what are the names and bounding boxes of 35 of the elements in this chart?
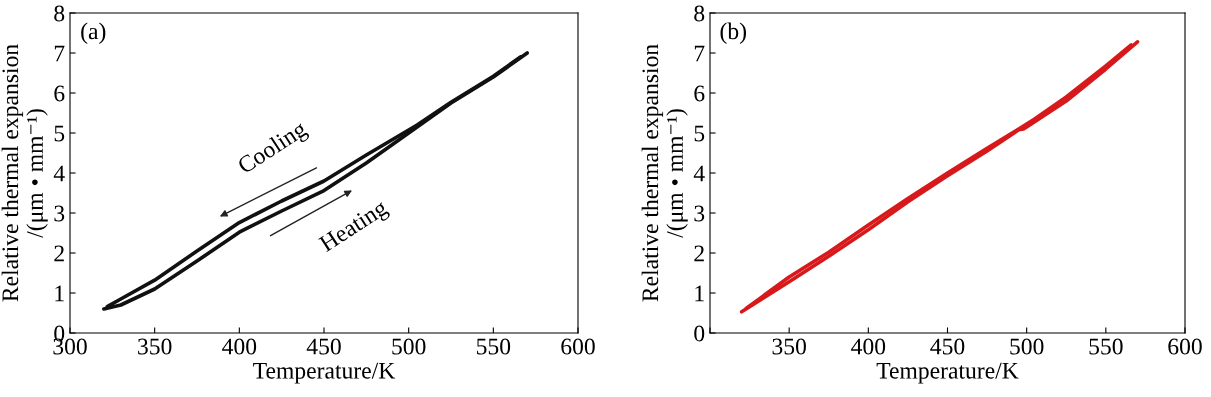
y-tick-label: 1	[55, 285, 64, 302]
x-tick-label: 600	[561, 338, 595, 355]
x-tick-label: 600	[1168, 338, 1202, 355]
x-axis-title: Temperature/K	[253, 362, 396, 384]
y-tick-label: 4	[693, 165, 705, 182]
y-tick-label: 2	[54, 245, 64, 262]
y-tick-label: 3	[694, 205, 705, 222]
x-tick-label: 500	[1010, 338, 1044, 355]
y-tick-label: 6	[54, 85, 65, 102]
x-tick-label: 350	[772, 338, 806, 355]
y-axis-title: Relative thermal expansion /(μm • mm⁻¹)	[641, 44, 688, 302]
y-tick-label: 3	[54, 205, 65, 222]
chart-title: (a)	[81, 22, 106, 45]
x-tick-label: 500	[392, 338, 426, 355]
x-tick-label: 400	[222, 338, 257, 355]
x-tick-label: 550	[477, 338, 511, 355]
x-axis-title: Temperature/K	[876, 362, 1019, 384]
y-tick-label: 5	[54, 125, 65, 142]
chart-title: (b)	[720, 22, 746, 45]
y-tick-label: 8	[54, 5, 65, 22]
x-tick-label: 550	[1089, 338, 1123, 355]
x-tick-label: 350	[138, 338, 172, 355]
x-tick-label: 400	[851, 338, 886, 355]
y-tick-label: 8	[694, 5, 705, 22]
x-tick-label: 450	[930, 338, 965, 355]
y-tick-label: 6	[694, 85, 705, 102]
x-tick-label: 450	[306, 338, 341, 355]
y-tick-label: 4	[53, 165, 65, 182]
y-axis-title: Relative thermal expansion /(μm • mm⁻¹)	[1, 44, 48, 302]
y-tick-label: 7	[54, 45, 65, 62]
y-tick-label: 2	[694, 245, 704, 262]
y-tick-label: 1	[695, 285, 704, 302]
y-tick-label: 5	[694, 125, 705, 142]
y-tick-label: 0	[694, 325, 705, 342]
y-tick-label: 7	[694, 45, 705, 62]
